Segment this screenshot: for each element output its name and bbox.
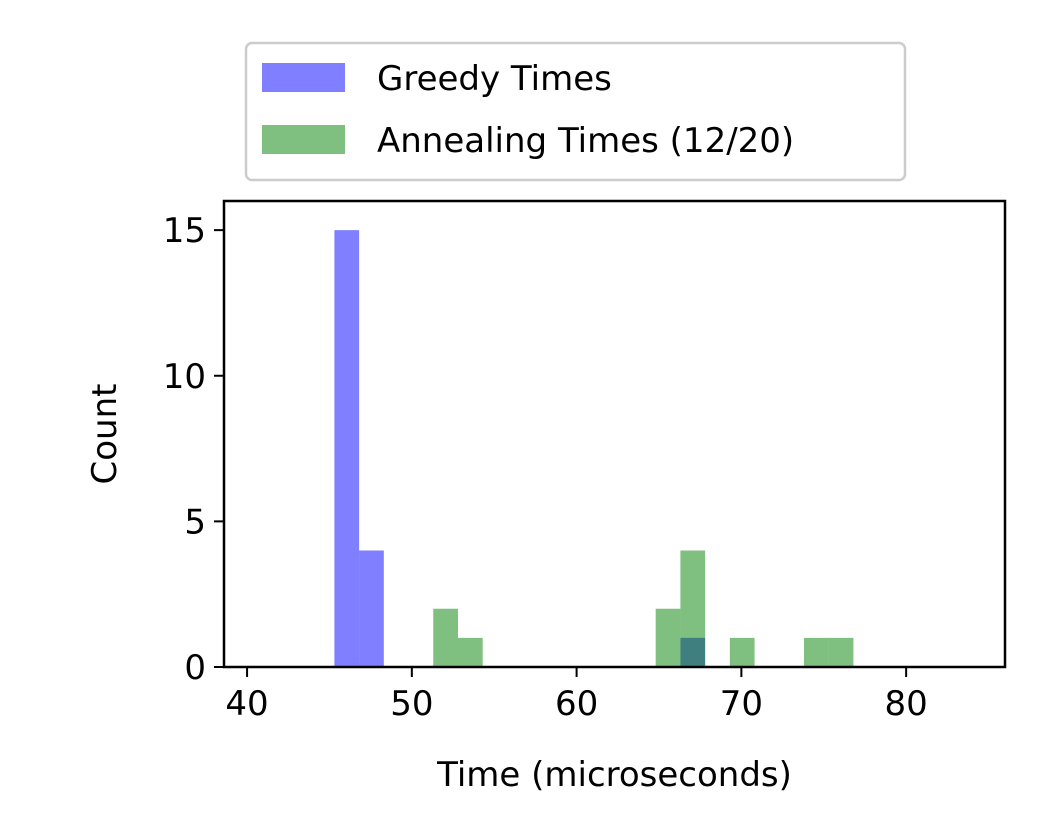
y-tick-label: 0 <box>184 648 206 688</box>
bar-series-1-bin-6 <box>828 637 854 667</box>
bar-series-0-bin-0 <box>334 230 360 667</box>
legend-label-greedy: Greedy Times <box>377 59 612 99</box>
y-axis-label: Count <box>85 384 125 485</box>
bar-series-1-bin-0 <box>433 608 458 667</box>
bar-series-1-bin-4 <box>729 637 755 667</box>
plot-frame <box>222 199 1007 669</box>
legend-swatch-greedy <box>262 63 345 92</box>
y-tick-label: 15 <box>163 211 206 251</box>
y-axis-ticks: 0 5 10 15 <box>163 211 224 688</box>
bar-series-1-bin-5 <box>803 637 829 667</box>
x-tick-label: 60 <box>555 684 598 724</box>
legend: Greedy Times Annealing Times (12/20) <box>244 41 907 182</box>
legend-box <box>244 41 907 182</box>
x-tick-label: 70 <box>720 684 763 724</box>
x-tick-label: 50 <box>390 684 433 724</box>
bar-series-0-bin-1 <box>359 550 384 667</box>
histogram-bars <box>334 230 854 667</box>
bar-series-1-bin-1 <box>457 637 483 667</box>
x-tick-label: 40 <box>225 684 268 724</box>
legend-swatch-annealing <box>262 125 345 154</box>
x-axis-ticks: 40 50 60 70 80 <box>225 667 928 724</box>
legend-label-annealing: Annealing Times (12/20) <box>377 121 794 161</box>
bar-series-1-bin-3 <box>680 550 706 667</box>
y-tick-label: 5 <box>184 502 206 542</box>
bar-series-1-bin-2 <box>655 608 681 667</box>
x-tick-label: 80 <box>885 684 928 724</box>
x-axis-label: Time (microseconds) <box>436 755 792 795</box>
y-tick-label: 10 <box>163 357 206 397</box>
